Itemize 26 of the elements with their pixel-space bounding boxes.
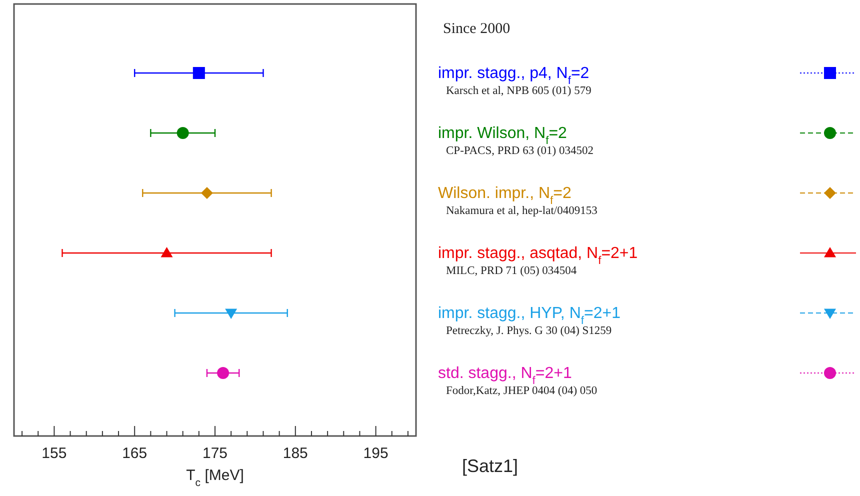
text: Since 2000 [443, 21, 510, 37]
x-tick-label: 165 [122, 445, 148, 462]
text: Karsch et al, NPB 605 (01) 579 [446, 85, 592, 97]
text: CP-PACS, PRD 63 (01) 034502 [446, 145, 594, 157]
text: Nakamura et al, hep-lat/0409153 [446, 205, 598, 217]
point [176, 127, 189, 139]
y-tick-label: impr. stagg., p4, N$_{f}$=2 [438, 65, 590, 87]
y-tick-label: impr. Wilson, N$_{f}$=2 [438, 125, 568, 147]
x-tick-label: 155 [42, 445, 67, 462]
y-tick-label: impr. stagg., HYP, N$_{f}$=2+1 [438, 305, 621, 327]
x-tick-label: 185 [282, 445, 308, 462]
x-tick-label: 175 [202, 445, 228, 462]
point [217, 367, 230, 379]
text: Petreczky, J. Phys. G 30 (04) S1259 [446, 325, 612, 337]
x-axis-title: T$_{c}$ [MeV] [186, 467, 244, 489]
y-tick-label: impr. stagg., asqtad, N$_{f}$=2+1 [438, 245, 638, 267]
x-tick-label: 195 [363, 445, 388, 462]
y-tick-label: std. stagg., N$_{f}$=2+1 [438, 365, 572, 387]
y-tick-label: Wilson. impr., N$_{f}$=2 [438, 185, 572, 207]
text: [Satz1] [462, 456, 518, 476]
point [160, 247, 173, 258]
point [200, 187, 213, 199]
text: Fodor,Katz, JHEP 0404 (04) 050 [446, 385, 598, 397]
point [192, 67, 205, 79]
point [225, 308, 238, 319]
text: MILC, PRD 71 (05) 034504 [446, 265, 577, 277]
